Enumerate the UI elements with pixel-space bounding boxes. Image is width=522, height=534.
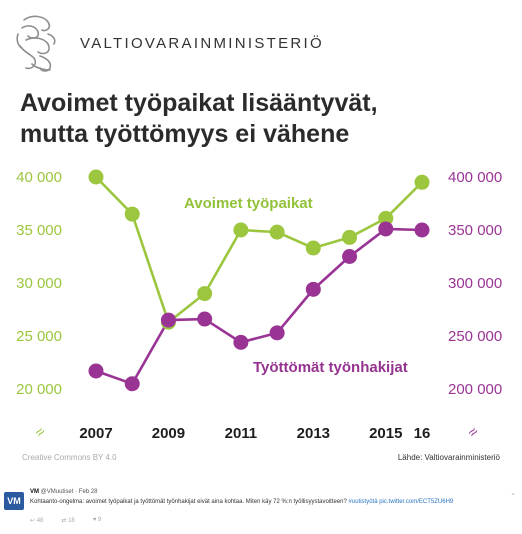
chart-title: Avoimet työpaikat lisääntyvät, mutta työ… — [20, 88, 500, 150]
axis-break-icon: ≈ — [464, 423, 482, 441]
series-line-0 — [95, 176, 423, 324]
chart-title-line1: Avoimet työpaikat lisääntyvät, — [20, 89, 378, 117]
y-right-tick-label: 350 000 — [448, 222, 502, 239]
license-text: Creative Commons BY 4.0 — [22, 453, 117, 462]
tweet[interactable]: VM VM @VMuutiset · Feb 28 Kohtaanto-onge… — [0, 486, 522, 534]
y-left-tick-label: 25 000 — [16, 328, 62, 345]
data-point — [124, 206, 140, 222]
series-lines — [95, 176, 423, 386]
data-point — [269, 224, 285, 240]
data-point — [197, 311, 213, 327]
data-point — [378, 221, 394, 237]
series-points — [88, 169, 430, 392]
data-point — [197, 286, 213, 302]
x-tick-label: 2013 — [297, 425, 330, 442]
like-count: 9 — [98, 517, 102, 523]
axis-break-icon: ≈ — [31, 423, 49, 441]
series-label-avoimet: Avoimet työpaikat — [184, 195, 313, 212]
tweet-actions: ↩ 48 ⇄ 18 ♥ 9 — [30, 517, 101, 524]
tweet-text: Kohtaanto-ongelma: avoimet työpaikat ja … — [30, 499, 453, 505]
data-point — [378, 210, 394, 226]
tweet-author[interactable]: VM — [30, 489, 39, 495]
x-tick-label: 2007 — [79, 425, 112, 442]
retweet-button[interactable]: ⇄ 18 — [61, 518, 75, 524]
y-left-tick-label: 30 000 — [16, 275, 62, 292]
data-point — [342, 249, 358, 264]
chart-title-line2: mutta työttömyys ei vähene — [20, 120, 350, 148]
x-axis: 2007 2009 2011 2013 2015 16 — [79, 425, 430, 442]
y-left-tick-label: 35 000 — [16, 222, 62, 239]
y-right-tick-label: 400 000 — [448, 169, 502, 186]
tweet-handle-date[interactable]: @VMuutiset · Feb 28 — [40, 489, 98, 495]
y-right-tick-label: 250 000 — [448, 328, 502, 345]
x-tick-label: 2009 — [152, 425, 185, 442]
y-axis-left: 40 000 35 000 30 000 25 000 20 000 — [16, 169, 62, 398]
y-right-tick-label: 200 000 — [448, 381, 502, 398]
data-point — [124, 376, 140, 392]
y-left-tick-label: 20 000 — [16, 381, 62, 398]
data-point — [269, 325, 285, 341]
y-left-tick-label: 40 000 — [16, 169, 62, 186]
tweet-header: VM @VMuutiset · Feb 28 — [30, 489, 97, 495]
data-point — [305, 240, 321, 256]
x-tick-label: 16 — [414, 425, 431, 442]
x-tick-label: 2015 — [369, 425, 402, 442]
like-button[interactable]: ♥ 9 — [92, 517, 102, 523]
data-point — [88, 363, 104, 379]
ministry-name: VALTIOVARAINMINISTERIÖ — [80, 34, 324, 52]
series-line-1 — [95, 227, 423, 386]
data-point — [160, 312, 176, 328]
data-point — [342, 229, 358, 245]
data-point — [414, 222, 430, 238]
more-icon[interactable]: ⌄ — [510, 490, 516, 497]
line-chart: 40 000 35 000 30 000 25 000 20 000 400 000 35… — [16, 169, 502, 442]
retweet-count: 18 — [68, 518, 75, 524]
y-axis-right: 400 000 350 000 300 000 250 000 200 000 — [448, 169, 502, 398]
data-point — [414, 174, 430, 190]
reply-button[interactable]: ↩ 48 — [30, 518, 44, 524]
y-right-tick-label: 300 000 — [448, 275, 502, 292]
header: VALTIOVARAINMINISTERIÖ — [14, 10, 324, 76]
series-label-tyottomat: Työttömät työnhakijat — [253, 359, 408, 376]
tweet-hashtag[interactable]: #uutistyötä — [348, 499, 378, 505]
x-tick-label: 2011 — [225, 425, 258, 442]
tweet-body: Kohtaanto-ongelma: avoimet työpaikat ja … — [30, 499, 347, 505]
data-point — [233, 334, 249, 350]
data-point — [305, 281, 321, 297]
data-point — [233, 222, 249, 238]
lion-coat-of-arms-icon — [16, 15, 56, 72]
tweet-link[interactable]: pic.twitter.com/ECT5ZU6H9 — [379, 499, 454, 505]
avatar[interactable]: VM — [4, 492, 24, 510]
source-text: Lähde: Valtiovarainministeriö — [397, 453, 500, 462]
reply-count: 48 — [36, 518, 44, 524]
data-point — [88, 169, 104, 185]
